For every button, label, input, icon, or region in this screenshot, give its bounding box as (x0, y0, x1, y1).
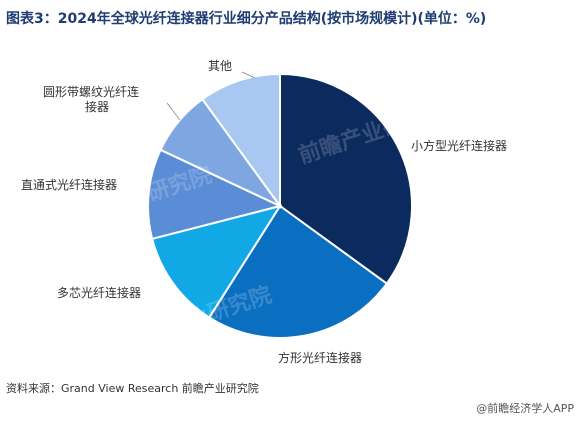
slice-label-multicore: 多芯光纤连接器 (57, 286, 142, 300)
slice-label-straight: 直通式光纤连接器 (21, 178, 118, 192)
leader-line (241, 71, 256, 79)
pie-slice (147, 148, 283, 241)
slice-label-square: 方形光纤连接器 (278, 351, 363, 365)
pie-slice (201, 72, 281, 210)
slice-label-threaded-line2: 接器 (85, 100, 110, 114)
slice-label-small-square: 小方型光纤连接器 (411, 139, 508, 153)
pie-slice (207, 204, 389, 339)
brand-watermark: @前瞻经济学人APP (476, 402, 574, 415)
leader-line (166, 102, 181, 121)
chart-title: 图表3：2024年全球光纤连接器行业细分产品结构(按市场规模计)(单位：%) (6, 11, 487, 27)
source-note: 资料来源：Grand View Research 前瞻产业研究院 (6, 382, 259, 395)
slice-label-threaded-line1: 圆形带螺纹光纤连 (43, 85, 140, 99)
pie-slice (279, 72, 413, 285)
slice-label-other: 其他 (208, 59, 233, 73)
pie-slice (150, 204, 283, 319)
